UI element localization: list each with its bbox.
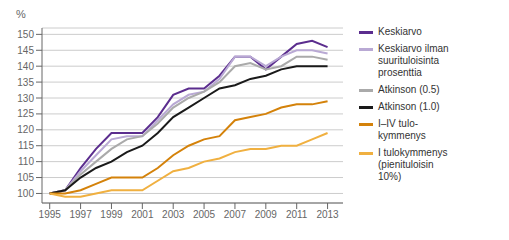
svg-text:105: 105 bbox=[17, 172, 34, 183]
html-text:Keskiarvo ilman suurituloisint: Keskiarvo ilman suurituloisinta prosentt… bbox=[378, 43, 449, 78]
svg-text:135: 135 bbox=[17, 77, 34, 88]
html-text:Keskiarvo: Keskiarvo bbox=[378, 26, 422, 37]
svg-text:1997: 1997 bbox=[69, 209, 92, 220]
html-text:Atkinson (1.0): Atkinson (1.0) bbox=[378, 101, 440, 112]
svg-text:2011: 2011 bbox=[286, 209, 308, 220]
svg-text:2003: 2003 bbox=[162, 209, 185, 220]
svg-text:145: 145 bbox=[17, 45, 34, 56]
svg-text:140: 140 bbox=[17, 61, 34, 72]
html-text:I–IV tulo- kymmenys: I–IV tulo- kymmenys bbox=[378, 118, 426, 141]
svg-text:150: 150 bbox=[17, 29, 34, 40]
svg-text:2007: 2007 bbox=[224, 209, 247, 220]
svg-text:1995: 1995 bbox=[39, 209, 62, 220]
svg-text:1999: 1999 bbox=[100, 209, 123, 220]
svg-text:2013: 2013 bbox=[316, 209, 339, 220]
svg-text:130: 130 bbox=[17, 93, 34, 104]
svg-text:110: 110 bbox=[18, 156, 34, 167]
svg-text:125: 125 bbox=[17, 108, 34, 119]
svg-text:2009: 2009 bbox=[255, 209, 278, 220]
svg-text:115: 115 bbox=[18, 140, 34, 151]
svg-text:100: 100 bbox=[17, 188, 34, 199]
svg-text:2005: 2005 bbox=[193, 209, 216, 220]
svg-text:2001: 2001 bbox=[131, 209, 154, 220]
html-text:Atkinson (0.5): Atkinson (0.5) bbox=[378, 84, 440, 95]
html-text:I tulokymmenys (pienituloisin: I tulokymmenys (pienituloisin 10%) bbox=[378, 147, 448, 182]
svg-text:120: 120 bbox=[17, 124, 34, 135]
